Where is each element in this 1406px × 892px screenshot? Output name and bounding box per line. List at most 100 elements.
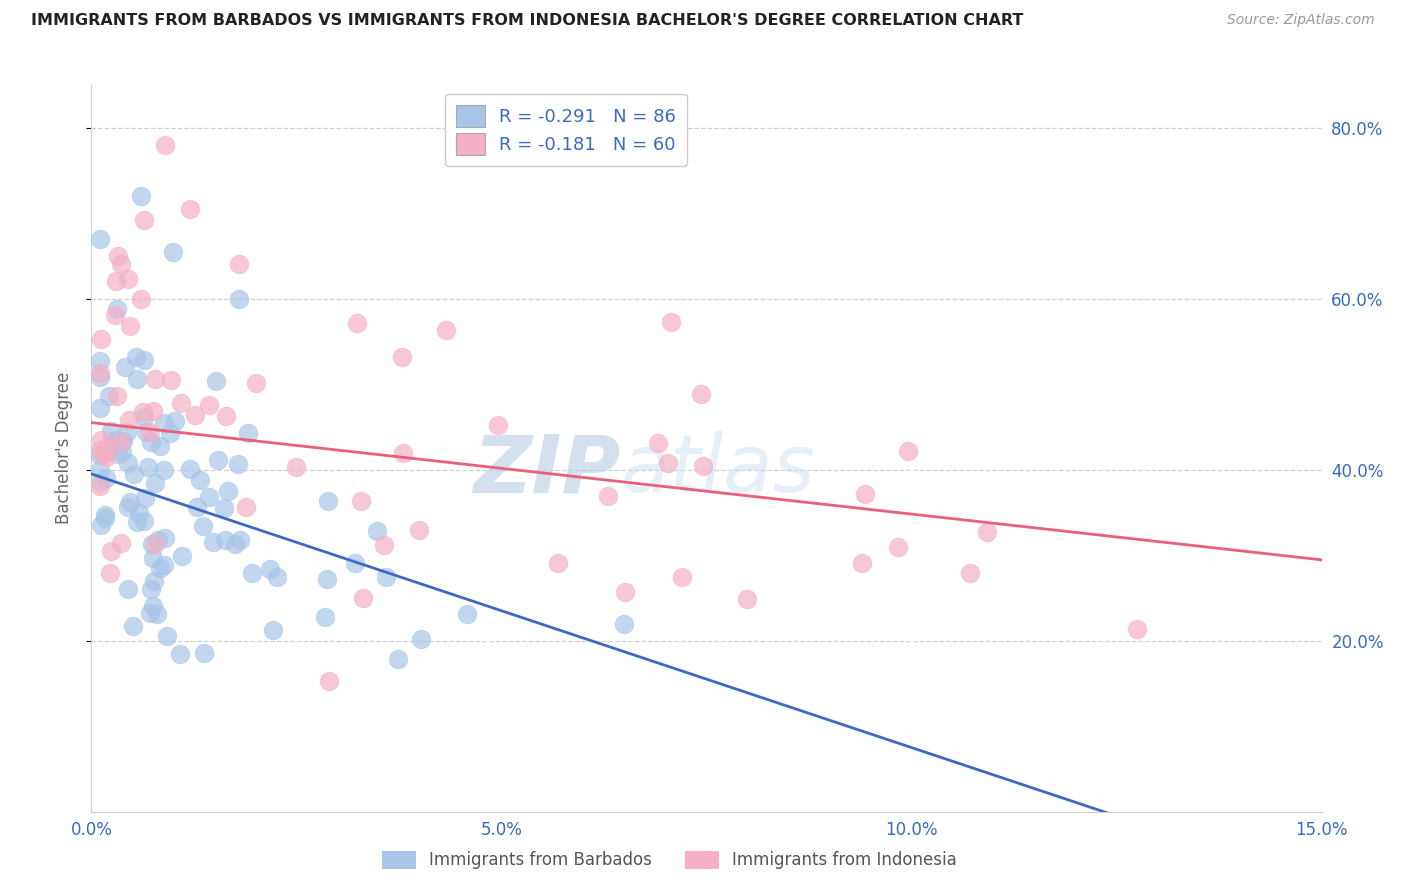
Point bbox=[139, 606, 162, 620]
Point bbox=[117, 582, 139, 596]
Point bbox=[134, 352, 156, 367]
Point bbox=[121, 619, 143, 633]
Point bbox=[90, 433, 112, 447]
Point bbox=[266, 570, 288, 584]
Point bbox=[153, 532, 176, 546]
Point bbox=[959, 566, 981, 581]
Point bbox=[188, 473, 211, 487]
Point bbox=[115, 425, 138, 439]
Y-axis label: Bachelor's Degree: Bachelor's Degree bbox=[55, 372, 73, 524]
Point bbox=[318, 674, 340, 689]
Point bbox=[226, 458, 249, 472]
Point bbox=[408, 523, 430, 537]
Point bbox=[179, 202, 201, 216]
Point bbox=[89, 369, 111, 384]
Point bbox=[387, 652, 409, 666]
Point bbox=[186, 500, 208, 515]
Point bbox=[142, 599, 165, 613]
Point bbox=[613, 616, 636, 631]
Point bbox=[100, 544, 122, 558]
Point bbox=[146, 533, 169, 547]
Point bbox=[143, 371, 166, 385]
Point bbox=[94, 511, 117, 525]
Point bbox=[547, 556, 569, 570]
Point bbox=[136, 460, 159, 475]
Point bbox=[131, 405, 153, 419]
Point bbox=[197, 490, 219, 504]
Point bbox=[153, 463, 176, 477]
Text: Source: ZipAtlas.com: Source: ZipAtlas.com bbox=[1227, 13, 1375, 28]
Point bbox=[153, 558, 176, 572]
Point bbox=[228, 292, 250, 306]
Point bbox=[111, 445, 134, 459]
Point bbox=[647, 435, 669, 450]
Point bbox=[107, 249, 129, 263]
Point bbox=[202, 535, 225, 549]
Point bbox=[692, 459, 714, 474]
Point bbox=[146, 607, 169, 621]
Point bbox=[129, 292, 152, 306]
Point bbox=[141, 537, 163, 551]
Point bbox=[89, 442, 111, 457]
Point bbox=[214, 533, 236, 547]
Point bbox=[132, 212, 155, 227]
Point bbox=[90, 332, 112, 346]
Point bbox=[104, 433, 127, 447]
Point bbox=[411, 632, 433, 646]
Point bbox=[614, 585, 637, 599]
Point bbox=[193, 519, 215, 533]
Point bbox=[96, 439, 118, 453]
Point bbox=[143, 476, 166, 491]
Point bbox=[235, 500, 257, 514]
Point bbox=[94, 508, 117, 522]
Point bbox=[134, 410, 156, 425]
Point bbox=[105, 275, 127, 289]
Point bbox=[659, 315, 682, 329]
Point bbox=[184, 408, 207, 422]
Point bbox=[105, 389, 128, 403]
Point bbox=[110, 536, 132, 550]
Point bbox=[170, 549, 193, 563]
Point bbox=[142, 550, 165, 565]
Point bbox=[142, 403, 165, 417]
Point bbox=[125, 350, 148, 364]
Point bbox=[853, 487, 876, 501]
Point bbox=[139, 434, 162, 449]
Point bbox=[149, 439, 172, 453]
Point bbox=[391, 446, 413, 460]
Point bbox=[96, 450, 118, 465]
Point bbox=[224, 537, 246, 551]
Point bbox=[156, 629, 179, 643]
Point bbox=[316, 572, 339, 586]
Point bbox=[103, 437, 125, 451]
Point bbox=[143, 537, 166, 551]
Point bbox=[170, 396, 193, 410]
Point bbox=[125, 515, 148, 529]
Point bbox=[169, 647, 191, 661]
Point bbox=[118, 494, 141, 508]
Point bbox=[352, 591, 374, 605]
Point bbox=[262, 623, 284, 637]
Point bbox=[153, 137, 177, 152]
Point bbox=[165, 413, 187, 427]
Point bbox=[179, 462, 201, 476]
Point bbox=[162, 244, 184, 259]
Point bbox=[118, 318, 141, 333]
Point bbox=[117, 271, 139, 285]
Point bbox=[104, 308, 127, 322]
Point bbox=[596, 489, 619, 503]
Point bbox=[391, 351, 413, 365]
Point bbox=[205, 374, 228, 388]
Point bbox=[110, 257, 132, 271]
Point bbox=[107, 447, 129, 461]
Point bbox=[134, 491, 156, 505]
Point bbox=[346, 316, 368, 330]
Point bbox=[657, 456, 679, 470]
Point bbox=[366, 524, 388, 538]
Point bbox=[671, 570, 693, 584]
Point bbox=[486, 418, 509, 433]
Point bbox=[314, 609, 336, 624]
Point bbox=[245, 376, 267, 390]
Point bbox=[887, 540, 910, 554]
Point bbox=[851, 556, 873, 570]
